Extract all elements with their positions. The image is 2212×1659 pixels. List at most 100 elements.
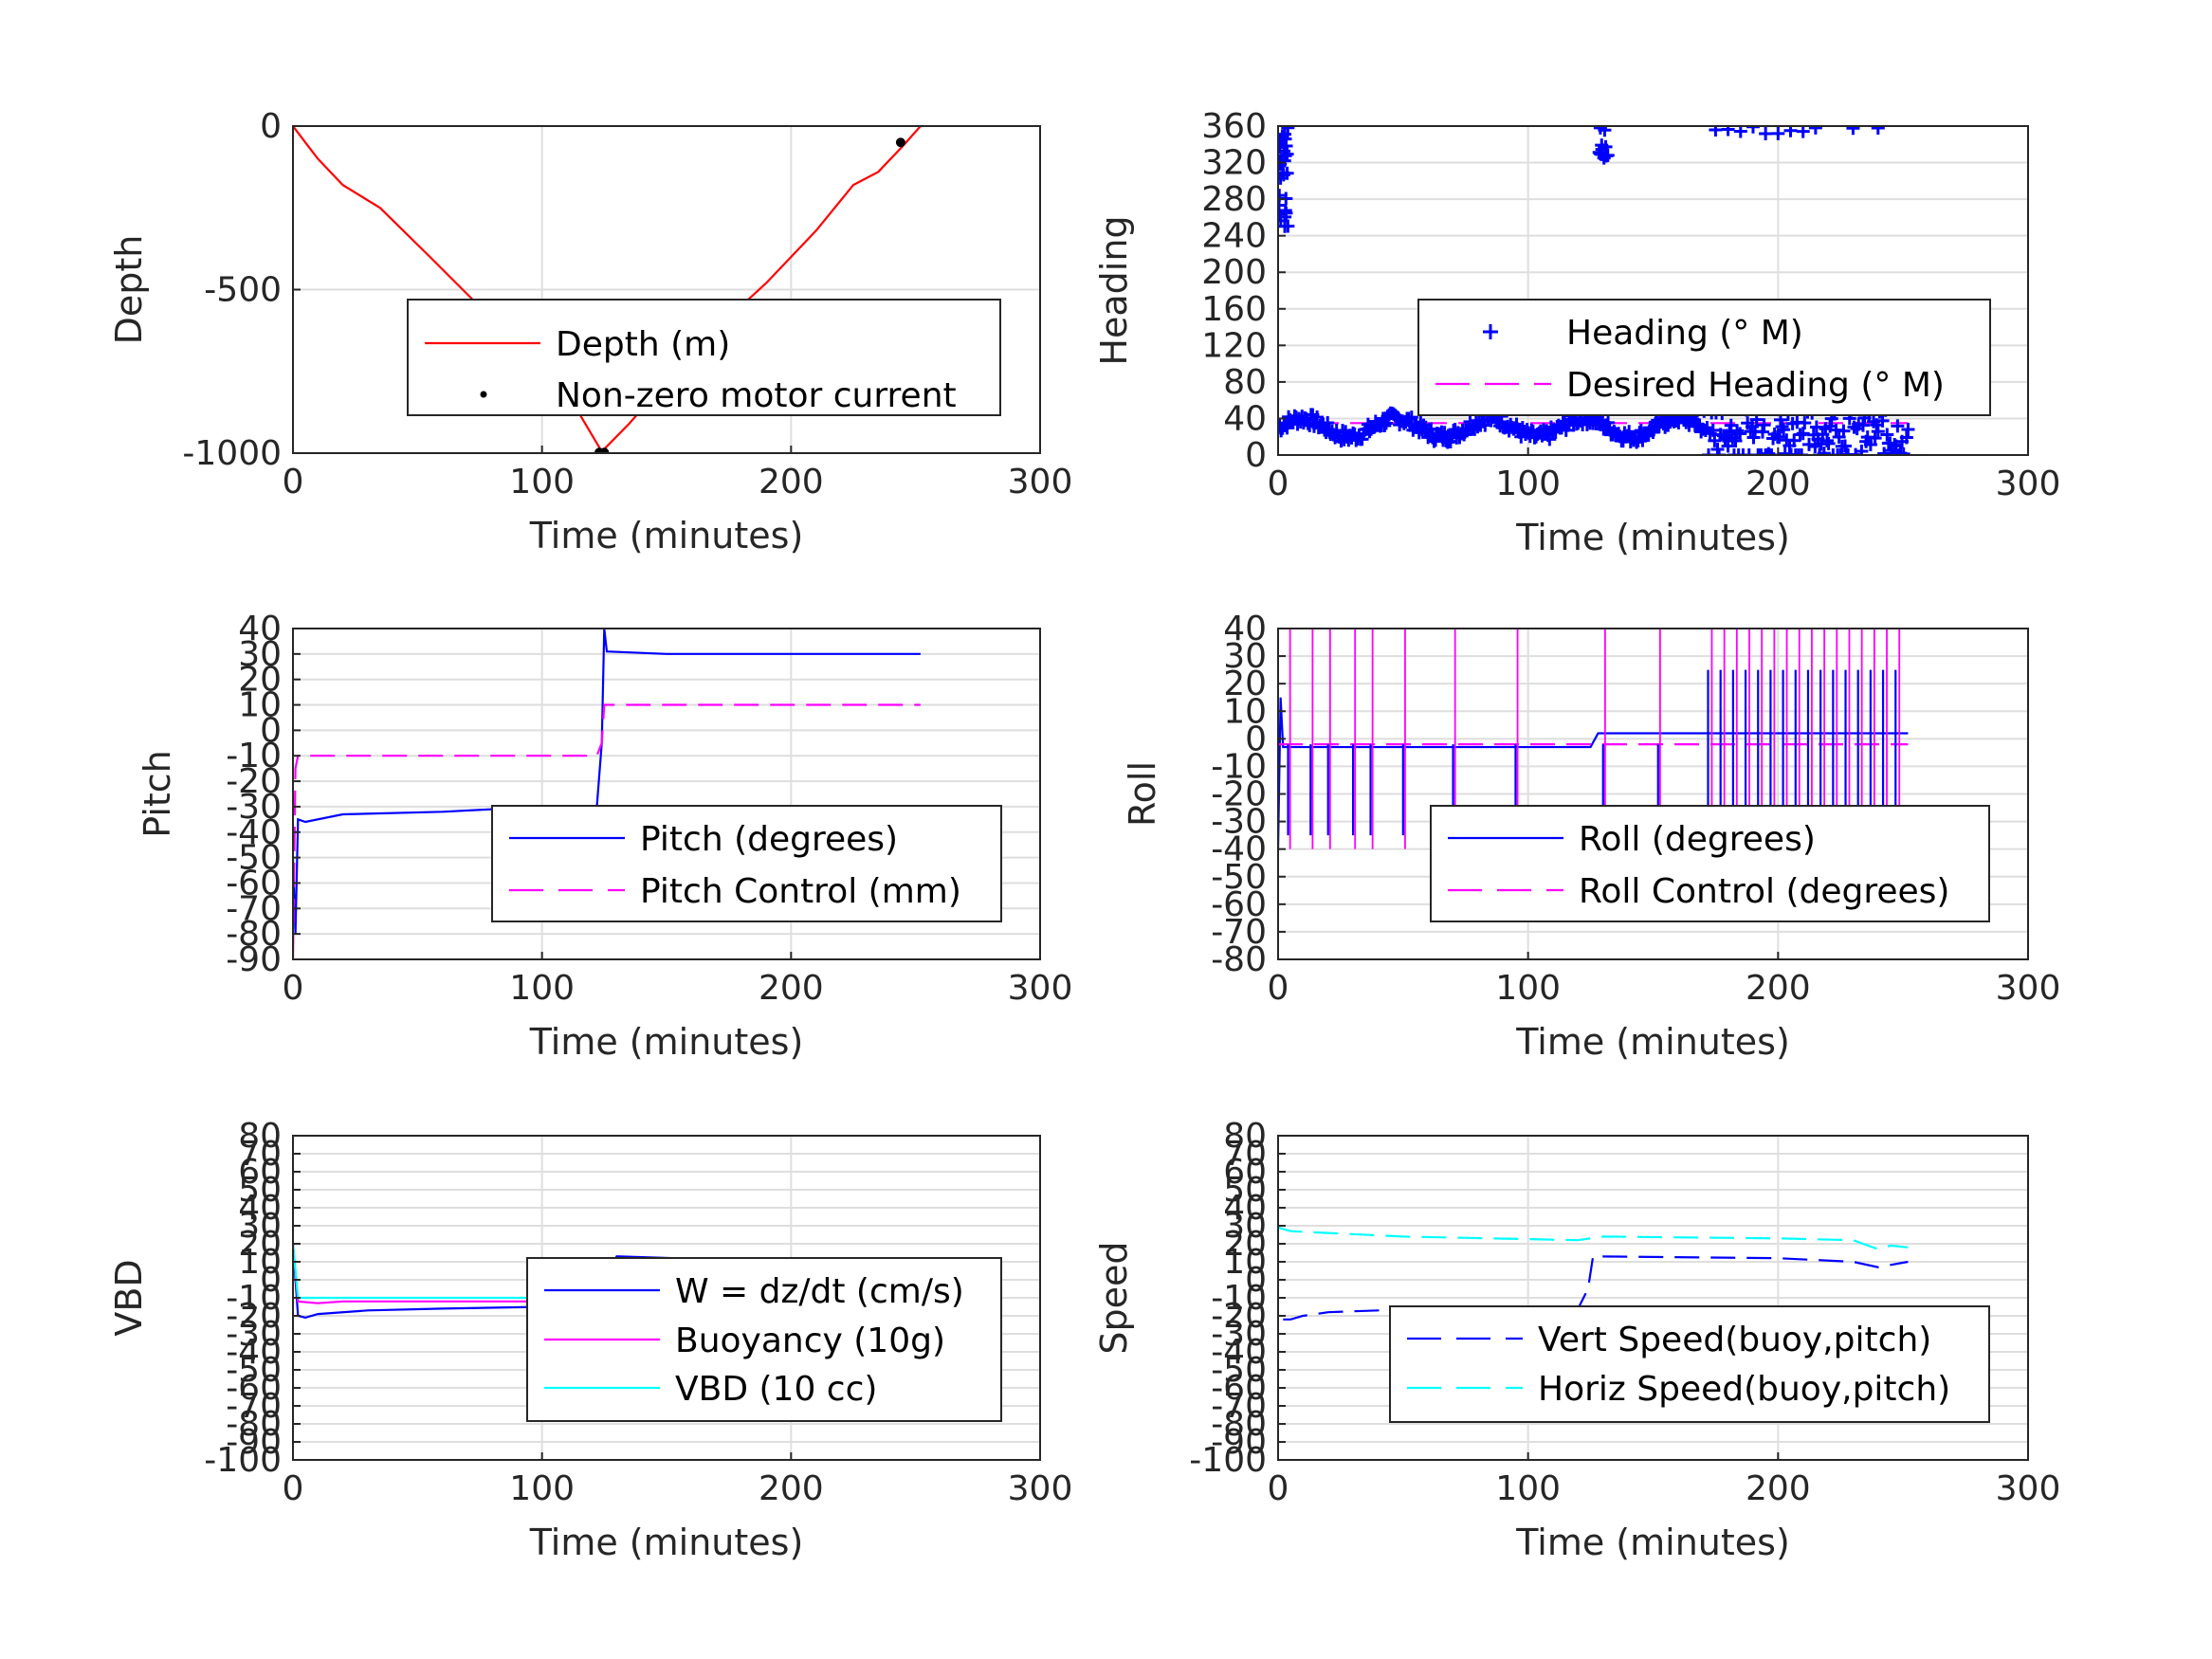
heading-marker bbox=[1721, 439, 1735, 453]
heading-marker bbox=[1820, 433, 1835, 447]
heading-marker bbox=[1871, 126, 1885, 135]
heading-marker bbox=[1726, 430, 1740, 445]
legend: Heading (° M) Desired Heading (° M) bbox=[1417, 299, 1991, 416]
legend-label: Pitch (degrees) bbox=[640, 820, 898, 859]
y-tick-label: 0 bbox=[1245, 720, 1267, 758]
heading-marker bbox=[1278, 204, 1292, 218]
y-tick-label: 40 bbox=[1223, 1189, 1267, 1228]
legend-swatch bbox=[1483, 324, 1498, 339]
series-line bbox=[1278, 1226, 1909, 1250]
heading-marker bbox=[1746, 430, 1761, 445]
y-tick-label: 30 bbox=[238, 1207, 282, 1246]
heading-marker bbox=[1721, 126, 1735, 137]
x-tick-label: 200 bbox=[1746, 969, 1811, 1008]
heading-marker bbox=[1727, 448, 1741, 455]
heading-marker bbox=[1706, 423, 1720, 437]
heading-marker bbox=[1838, 439, 1852, 453]
legend-label: W = dz/dt (cm/s) bbox=[675, 1272, 964, 1311]
heading-marker bbox=[1880, 428, 1894, 442]
heading-marker bbox=[1278, 127, 1291, 141]
y-tick-label: -20 bbox=[226, 1297, 282, 1336]
y-tick-label: 0 bbox=[1245, 436, 1267, 475]
y-axis-label: VBD bbox=[108, 1259, 150, 1336]
y-tick-label: 40 bbox=[1223, 399, 1267, 438]
y-axis-label: Pitch bbox=[137, 750, 178, 838]
heading-marker bbox=[1841, 448, 1856, 455]
data-point bbox=[599, 447, 610, 453]
heading-marker bbox=[1855, 444, 1869, 455]
y-tick-label: -60 bbox=[1211, 1369, 1267, 1408]
y-tick-label: -30 bbox=[1211, 1315, 1267, 1354]
y-tick-label: 40 bbox=[238, 1189, 282, 1228]
heading-marker bbox=[1752, 448, 1766, 455]
heading-marker bbox=[1757, 418, 1771, 432]
y-tick-label: 280 bbox=[1201, 180, 1267, 219]
y-tick-label: 40 bbox=[238, 610, 282, 648]
heading-marker bbox=[1802, 437, 1817, 451]
x-axis-label: Time (minutes) bbox=[1515, 1522, 1790, 1563]
heading-marker bbox=[1709, 126, 1723, 137]
heading-marker bbox=[1901, 423, 1915, 437]
roll-baseline bbox=[1278, 697, 1909, 849]
x-tick-label: 300 bbox=[1008, 1469, 1073, 1508]
x-tick-label: 300 bbox=[1008, 463, 1073, 501]
x-tick-label: 100 bbox=[509, 969, 575, 1008]
y-tick-label: 10 bbox=[1223, 1243, 1267, 1282]
x-tick-label: 0 bbox=[1268, 969, 1289, 1008]
heading-marker bbox=[1791, 448, 1805, 455]
heading-marker bbox=[1755, 425, 1769, 439]
heading-marker bbox=[1771, 126, 1785, 140]
heading-marker bbox=[1279, 138, 1293, 153]
heading-marker bbox=[1712, 448, 1727, 455]
y-tick-label: 80 bbox=[1223, 363, 1267, 402]
heading-marker bbox=[1733, 427, 1747, 441]
y-tick-label: 20 bbox=[1223, 665, 1267, 703]
plot-area bbox=[293, 126, 922, 453]
y-tick-label: 60 bbox=[238, 1153, 282, 1192]
legend-box bbox=[407, 299, 1001, 416]
heading-marker bbox=[1404, 410, 1418, 425]
y-tick-label: 360 bbox=[1201, 107, 1267, 146]
heading-marker bbox=[1826, 448, 1840, 455]
y-tick-label: 240 bbox=[1201, 217, 1267, 256]
legend: Pitch (degrees) Pitch Control (mm) bbox=[491, 805, 1002, 922]
heading-marker bbox=[1731, 448, 1746, 455]
y-tick-label: -50 bbox=[1211, 858, 1267, 897]
y-tick-label: 60 bbox=[1223, 1153, 1267, 1192]
y-tick-label: -20 bbox=[226, 762, 282, 801]
heading-marker bbox=[1278, 157, 1288, 172]
y-tick-label: -70 bbox=[226, 1387, 282, 1426]
heading-marker bbox=[1772, 430, 1786, 445]
heading-marker bbox=[1742, 448, 1756, 455]
y-tick-label: -60 bbox=[226, 1369, 282, 1408]
heading-marker bbox=[1813, 448, 1827, 455]
heading-marker bbox=[1736, 448, 1750, 455]
heading-marker bbox=[1708, 433, 1722, 447]
x-axis-label: Time (minutes) bbox=[1515, 1021, 1790, 1063]
legend-label: Depth (m) bbox=[556, 325, 730, 364]
heading-marker bbox=[1760, 448, 1774, 455]
y-tick-label: 50 bbox=[238, 1171, 282, 1210]
y-tick-label: 0 bbox=[260, 1261, 282, 1300]
legend-box bbox=[1417, 299, 1991, 416]
y-axis-label: Roll bbox=[1122, 761, 1163, 827]
y-tick-label: -80 bbox=[1211, 940, 1267, 979]
legend-label: Roll Control (degrees) bbox=[1579, 872, 1949, 911]
y-tick-label: 40 bbox=[1223, 610, 1267, 648]
y-tick-label: 10 bbox=[1223, 692, 1267, 731]
legend-swatch bbox=[480, 391, 487, 398]
x-tick-label: 0 bbox=[1268, 465, 1289, 503]
x-tick-label: 300 bbox=[1996, 465, 2061, 503]
y-tick-label: -40 bbox=[226, 1333, 282, 1372]
y-tick-label: 0 bbox=[260, 107, 282, 146]
legend-label: VBD (10 cc) bbox=[675, 1370, 877, 1409]
legend: Vert Speed(buoy,pitch) Horiz Speed(buoy,p… bbox=[1389, 1305, 1990, 1423]
axes-roll: 0 100 200 300403020100-10-20-30-40-50-60-70… bbox=[1122, 610, 2060, 1063]
heading-marker bbox=[1788, 448, 1802, 455]
heading-marker bbox=[1877, 447, 1892, 455]
legend-label: Horiz Speed(buoy,pitch) bbox=[1538, 1370, 1950, 1409]
y-tick-label: -50 bbox=[1211, 1351, 1267, 1390]
legend-box bbox=[1389, 1305, 1990, 1423]
x-tick-label: 0 bbox=[1268, 1469, 1289, 1508]
